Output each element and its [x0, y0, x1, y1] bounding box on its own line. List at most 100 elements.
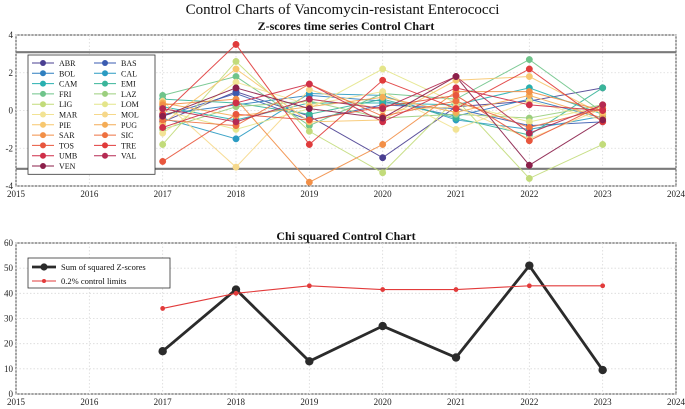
zscore-legend-marker-sic: [102, 132, 108, 139]
zscore-legend-marker-val: [102, 152, 108, 159]
zscore-point-ven-2023: [599, 116, 607, 124]
zscore-point-lig-2019: [305, 127, 313, 135]
zscore-legend-label-ven: VEN: [59, 162, 76, 171]
chisq-point-1-2019: [306, 283, 312, 289]
zscore-legend-marker-emi: [102, 80, 108, 87]
zscore-legend-label-mol: MOL: [121, 111, 139, 120]
zscore-point-lom-2020: [379, 65, 387, 73]
zscore-legend-label-abr: ABR: [59, 59, 76, 68]
zscore-point-ven-2019: [305, 105, 313, 113]
chisq-ytick-label-40: 40: [4, 288, 14, 298]
zscore-legend-label-mar: MAR: [59, 111, 78, 120]
zscore-legend-label-pie: PIE: [59, 121, 71, 130]
zscore-point-pug-2020: [379, 93, 387, 101]
zscore-legend-label-laz: LAZ: [121, 90, 137, 99]
chisq-point-1-2018: [233, 290, 239, 296]
chisq-legend-marker-1: [41, 278, 47, 284]
zscore-legend-label-fri: FRI: [59, 90, 72, 99]
zscore-xtick-label-2021: 2021: [447, 189, 465, 199]
zscore-xtick-label-2020: 2020: [374, 189, 393, 199]
zscore-legend-marker-cal: [102, 70, 108, 77]
zscore-ytick-label--2: -2: [6, 143, 14, 153]
zscore-point-tos-2019: [305, 116, 313, 124]
zscore-legend-label-lig: LIG: [59, 100, 73, 109]
zscore-legend-marker-bol: [40, 70, 46, 77]
zscore-xtick-label-2024: 2024: [667, 189, 685, 199]
chisq-point-0-2019: [305, 357, 314, 366]
zscore-legend-marker-tre: [102, 142, 108, 149]
zscore-point-ven-2021: [452, 73, 460, 80]
zscore-point-umb-2019: [305, 80, 313, 88]
zscore-legend-marker-tos: [40, 142, 46, 149]
zscore-legend-marker-cam: [40, 80, 46, 87]
chisq-legend-label-1: 0.2% control limits: [61, 276, 126, 286]
chisq-xtick-label-2022: 2022: [520, 397, 538, 407]
zscore-point-tre-2020: [379, 76, 387, 84]
zscore-xtick-label-2019: 2019: [300, 189, 319, 199]
chisq-point-0-2021: [451, 353, 461, 362]
zscore-point-umb-2017: [159, 124, 167, 131]
chisq-point-0-2018: [231, 285, 241, 294]
zscore-point-lig-2020: [379, 169, 387, 177]
zscore-chart-title: Z-scores time series Control Chart: [258, 19, 435, 33]
chisq-ytick-label-10: 10: [4, 364, 14, 374]
chisq-legend-marker-0: [40, 263, 48, 271]
zscore-ytick-label-4: 4: [9, 30, 14, 40]
chisq-point-0-2022: [525, 261, 534, 270]
zscore-point-tos-2022: [525, 137, 533, 145]
zscore-point-ven-2022: [525, 161, 533, 169]
zscore-legend-marker-bas: [102, 60, 108, 66]
zscore-ytick-label-0: 0: [9, 106, 14, 116]
chisq-point-1-2017: [160, 306, 166, 311]
chisq-xtick-label-2015: 2015: [7, 397, 26, 407]
chisq-legend-label-0: Sum of squared Z-scores: [61, 262, 146, 272]
zscore-point-mol-2018: [232, 163, 240, 171]
zscore-point-val-2023: [599, 101, 607, 109]
zscore-point-mar-2021: [452, 125, 460, 133]
chisq-ytick-label-30: 30: [4, 314, 14, 324]
zscore-xtick-label-2022: 2022: [520, 189, 538, 199]
zscore-xtick-label-2018: 2018: [227, 189, 246, 199]
zscore-legend-marker-umb: [40, 152, 46, 159]
zscore-point-tos-2017: [159, 158, 167, 165]
zscore-legend-label-sar: SAR: [59, 131, 75, 140]
zscore-point-tre-2018: [232, 40, 240, 48]
chisq-xtick-label-2020: 2020: [374, 397, 393, 407]
zscore-legend-label-val: VAL: [121, 152, 137, 161]
zscore-legend-label-cal: CAL: [121, 69, 137, 78]
chisq-xtick-label-2024: 2024: [667, 397, 685, 407]
zscore-ytick-label--4: -4: [6, 181, 14, 191]
zscore-ytick-label-2: 2: [9, 68, 14, 78]
chisq-xtick-label-2018: 2018: [227, 397, 246, 407]
zscore-legend-label-sic: SIC: [121, 131, 133, 140]
zscore-point-umb-2021: [452, 84, 460, 92]
zscore-legend-marker-mar: [40, 111, 46, 118]
chisq-point-0-2023: [598, 365, 607, 375]
zscore-legend-label-bol: BOL: [59, 69, 75, 78]
chisq-ytick-label-20: 20: [4, 339, 14, 349]
zscore-point-lig-2023: [599, 141, 607, 148]
zscore-point-val-2022: [525, 129, 533, 137]
zscore-point-sar-2022: [525, 88, 533, 96]
zscore-point-umb-2018: [232, 99, 240, 107]
zscore-point-tos-2021: [452, 91, 460, 99]
zscore-xtick-label-2015: 2015: [7, 189, 26, 199]
zscore-point-tre-2022: [525, 65, 533, 73]
zscore-legend-marker-pug: [102, 121, 108, 128]
chisq-xtick-label-2017: 2017: [154, 397, 173, 407]
zscore-point-ven-2018: [232, 84, 240, 92]
figure-title: Control Charts of Vancomycin-resistant E…: [185, 2, 500, 18]
zscore-point-pie-2018: [232, 65, 240, 73]
zscore-legend-label-tos: TOS: [59, 141, 74, 150]
zscore-point-emi-2023: [599, 84, 607, 92]
zscore-point-umb-2022: [525, 101, 533, 109]
zscore-legend-marker-laz: [102, 90, 108, 97]
zscore-legend-marker-ven: [40, 163, 46, 169]
chisq-point-1-2022: [526, 283, 532, 289]
chisq-xtick-label-2019: 2019: [300, 397, 319, 407]
zscore-legend-label-lom: LOM: [121, 100, 139, 109]
chisq-xtick-label-2016: 2016: [80, 397, 99, 407]
